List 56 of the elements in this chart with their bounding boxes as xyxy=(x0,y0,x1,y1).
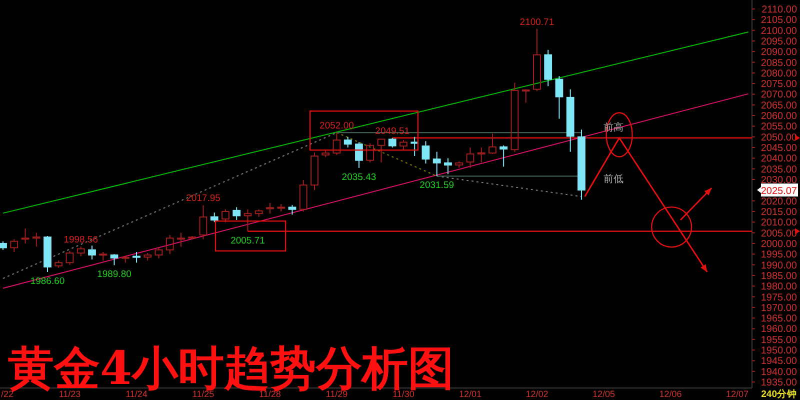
y-tick-label: 2060.00 xyxy=(760,111,798,122)
y-tick-label: 1975.00 xyxy=(760,292,798,304)
y-tick-label: 1955.00 xyxy=(760,334,798,346)
y-tick-label: 1970.00 xyxy=(760,302,798,314)
annotation: 2005.71 xyxy=(230,235,265,246)
x-tick-label: 12/05 xyxy=(592,389,615,399)
x-tick-label: 11/30 xyxy=(392,389,414,399)
annotation: 2017.95 xyxy=(186,193,220,204)
x-tick-label: 11/25 xyxy=(192,389,214,399)
y-tick-label: 2070.00 xyxy=(760,90,798,101)
y-tick-label: 2055.00 xyxy=(760,122,798,133)
y-tick-label: 2095.00 xyxy=(760,36,798,48)
y-tick-label: 2015.00 xyxy=(760,206,798,218)
y-tick-label: 2000.00 xyxy=(760,238,798,250)
annotation: 2052.00 xyxy=(320,120,354,132)
y-tick-label: 2005.00 xyxy=(760,228,798,240)
y-tick-label: 1940.00 xyxy=(760,366,798,378)
y-tick-label: 2065.00 xyxy=(760,100,798,112)
y-tick-label: 1995.00 xyxy=(760,250,798,261)
y-tick-label: 2035.00 xyxy=(760,164,798,176)
y-tick-label: 2105.00 xyxy=(760,15,798,26)
x-tick-label: 12/06 xyxy=(659,389,682,399)
y-tick-label: 2075.00 xyxy=(760,79,798,90)
x-tick-label: 12/01 xyxy=(458,389,482,399)
y-tick-label: 1945.00 xyxy=(760,356,798,368)
y-tick-label: 1990.00 xyxy=(760,260,798,272)
y-tick-label: 2090.00 xyxy=(760,47,798,58)
y-tick-label: 2040.00 xyxy=(760,154,798,165)
annotation: 1986.60 xyxy=(30,276,65,288)
x-tick-label: 11/24 xyxy=(126,389,148,399)
y-tick-label: 2080.00 xyxy=(760,68,798,80)
y-tick-label: 1935.00 xyxy=(760,378,798,389)
y-tick-label: 1980.00 xyxy=(760,282,798,293)
x-tick-label: 11/29 xyxy=(326,389,348,399)
annotation: 2049.51 xyxy=(375,126,410,137)
annotation: 2100.71 xyxy=(520,16,554,28)
y-tick-label: 2030.00 xyxy=(760,175,798,186)
y-tick-label: 2100.00 xyxy=(760,26,798,37)
y-tick-label: 1985.00 xyxy=(760,270,798,282)
annotation: 2031.59 xyxy=(420,180,454,192)
y-tick-label: 1960.00 xyxy=(760,324,798,336)
annotation: 1998.56 xyxy=(64,234,98,246)
annotation: 2035.43 xyxy=(342,172,376,183)
y-tick-label: 2045.00 xyxy=(760,143,798,154)
y-tick-label: 2010.00 xyxy=(760,218,798,229)
y-tick-label: 2085.00 xyxy=(760,58,798,69)
text: 240分钟 xyxy=(761,388,797,400)
y-tick-label: 1965.00 xyxy=(760,314,798,325)
annotation: 1989.80 xyxy=(97,269,132,280)
x-tick-label: 12/02 xyxy=(526,389,548,399)
x-tick-label: 12/07 xyxy=(726,389,748,399)
x-tick-label: 11/23 xyxy=(58,389,81,399)
y-tick-label: 2020.00 xyxy=(760,196,798,208)
y-tick-label: 1950.00 xyxy=(760,346,798,357)
annotation: 前低 xyxy=(604,173,624,186)
y-tick-label: 2110.00 xyxy=(762,4,798,16)
